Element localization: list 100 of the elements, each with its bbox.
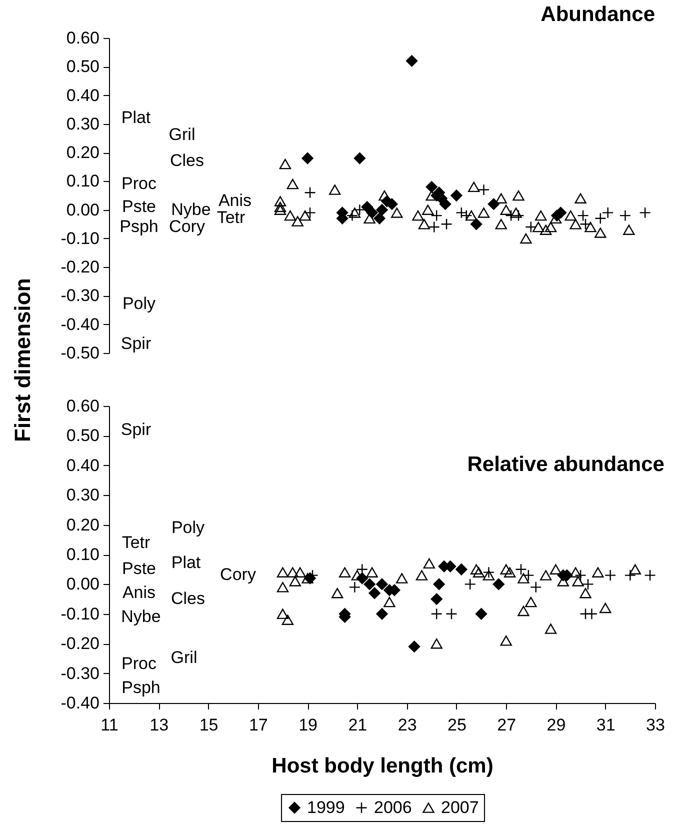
annotation: Anis: [122, 583, 156, 602]
x-tick-label: 27: [497, 716, 516, 734]
point: [525, 221, 537, 233]
point: [406, 55, 418, 67]
point: [570, 567, 582, 578]
y-tick-label: -0.30: [60, 286, 100, 306]
point: [468, 182, 480, 192]
annotation: Anis: [218, 191, 252, 210]
y-tick-label: 0.30: [66, 114, 100, 134]
point: [495, 218, 507, 230]
point: [433, 578, 445, 590]
point: [416, 570, 428, 580]
y-tick-label: -0.10: [60, 228, 100, 248]
annotation: Psph: [122, 678, 160, 697]
point: [302, 573, 314, 584]
point: [500, 204, 512, 215]
annotation: Tetr: [122, 533, 151, 552]
annotation: Nybe: [171, 200, 211, 219]
text: Relative abundance: [467, 453, 664, 476]
annotation: Poly: [171, 518, 206, 537]
point: [574, 193, 586, 204]
point: [482, 566, 495, 578]
point: [470, 218, 482, 230]
annotation: Spir: [120, 334, 152, 353]
point: [478, 184, 490, 196]
chart-title: Abundance: [540, 3, 655, 26]
point: [456, 564, 468, 576]
x-tick-label: 25: [447, 716, 466, 734]
point: [376, 608, 388, 620]
y-tick-label: 0.50: [66, 426, 100, 446]
y-tick-label: -0.20: [60, 258, 100, 277]
point: [338, 567, 351, 578]
point: [412, 210, 424, 221]
point: [464, 578, 476, 590]
point: [376, 204, 388, 216]
point: [274, 204, 286, 215]
point: [466, 210, 478, 221]
point: [354, 152, 366, 164]
point: [366, 567, 378, 578]
point: [428, 221, 440, 233]
x-tick-label: 15: [199, 716, 218, 734]
point: [482, 570, 495, 580]
point: [586, 608, 598, 620]
annotation: Psph: [120, 217, 158, 236]
x-axis-title: Host body length (cm): [272, 754, 494, 778]
annotation: Plat: [171, 553, 201, 572]
point: [534, 210, 547, 221]
annotation: Gril: [168, 125, 196, 144]
annotation: Spir: [120, 420, 152, 439]
point: [602, 206, 614, 219]
point: [426, 181, 438, 193]
point: [644, 569, 656, 582]
x-tick-label: 33: [646, 716, 665, 734]
point: [592, 567, 604, 578]
point: [439, 198, 452, 210]
y-tick-label: 0.50: [66, 57, 100, 76]
legend-label: 2007: [441, 798, 479, 817]
point: [582, 578, 594, 590]
point: [276, 582, 289, 592]
point: [624, 569, 636, 582]
y-tick-label: 0.30: [66, 486, 100, 505]
point: [374, 212, 386, 224]
point: [594, 212, 606, 224]
point: [418, 218, 430, 230]
point: [520, 233, 532, 244]
point: [619, 210, 632, 222]
point: [530, 581, 542, 594]
point: [376, 578, 388, 590]
annotation: Gril: [170, 648, 198, 667]
point: [577, 210, 589, 222]
point: [304, 206, 316, 219]
point: [361, 201, 373, 213]
annotation: Proc: [122, 174, 157, 193]
x-tick-label: 23: [398, 716, 417, 734]
point: [564, 210, 576, 221]
y-tick-label: 0.40: [66, 86, 100, 105]
annotation: Proc: [122, 654, 157, 673]
point: [276, 567, 289, 578]
y-tick-label: 0.00: [66, 200, 100, 220]
point: [446, 608, 458, 620]
point: [289, 576, 301, 586]
y-tick-label: -0.10: [60, 604, 100, 624]
annotation: Cory: [169, 217, 206, 236]
point: [512, 210, 524, 222]
annotation: Cory: [220, 565, 256, 584]
point: [495, 193, 507, 204]
y-tick-label: 0.40: [66, 456, 100, 475]
point: [544, 624, 557, 634]
point: [532, 222, 544, 232]
annotation: Cles: [170, 589, 206, 608]
point: [500, 635, 512, 646]
point: [594, 228, 606, 238]
point: [488, 198, 500, 210]
x-tick-label: 31: [596, 716, 616, 734]
y-tick-label: 0.20: [66, 143, 100, 162]
point: [544, 222, 557, 232]
point: [299, 210, 311, 221]
y-tick-label: -0.50: [60, 344, 100, 362]
point: [475, 608, 488, 620]
point: [440, 218, 452, 230]
